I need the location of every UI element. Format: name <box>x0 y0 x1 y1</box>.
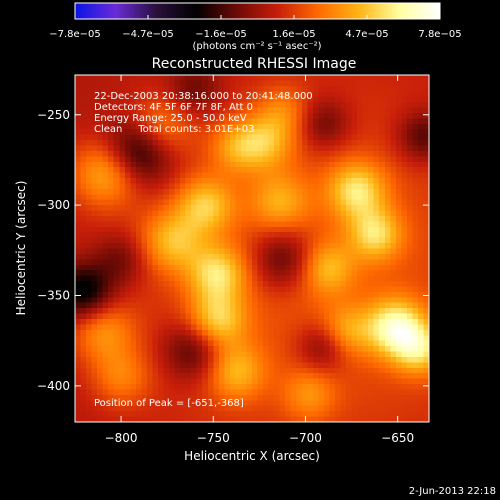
colorbar-tick-label: 4.7e−05 <box>345 29 388 40</box>
x-tick-label: −750 <box>197 431 230 445</box>
x-tick-label: −700 <box>289 431 322 445</box>
heatmap-image <box>75 75 429 422</box>
annotation-energy-range: Energy Range: 25.0 - 50.0 keV <box>94 113 247 124</box>
y-tick-label: −300 <box>37 198 70 212</box>
observation-annotations: 22-Dec-2003 20:38:16.000 to 20:41:48.000… <box>94 91 313 135</box>
annotation-clean-counts: Clean Total counts: 3.01E+03 <box>94 124 254 135</box>
footer-timestamp: 2-Jun-2013 22:18 <box>409 486 496 497</box>
y-tick-label: −400 <box>37 379 70 393</box>
colorbar-tick-label: −7.8e−05 <box>49 29 101 40</box>
plot-frame <box>74 74 430 423</box>
colorbar-unit-label: (photons cm⁻² s⁻¹ asec⁻²) <box>192 41 321 52</box>
colorbar-tick-label: −4.7e−05 <box>122 29 174 40</box>
y-axis-ticks <box>75 114 429 387</box>
colorbar-tick-label: 1.6e−05 <box>272 29 315 40</box>
x-tick-label: −650 <box>381 431 414 445</box>
y-axis-label: Heliocentric Y (arcsec) <box>14 181 28 316</box>
x-tick-label: −800 <box>105 431 138 445</box>
y-tick-labels: −250 −300 −350 −400 <box>37 108 70 393</box>
x-axis-label: Heliocentric X (arcsec) <box>184 449 320 463</box>
colorbar-ticks <box>74 15 441 19</box>
y-tick-label: −250 <box>37 108 70 122</box>
annotation-time-range: 22-Dec-2003 20:38:16.000 to 20:41:48.000 <box>94 91 313 102</box>
colorbar <box>74 2 441 20</box>
annotation-detectors: Detectors: 4F 5F 6F 7F 8F, Att 0 <box>94 102 253 113</box>
x-tick-labels: −800 −750 −700 −650 <box>105 431 415 445</box>
chart-title: Reconstructed RHESSI Image <box>152 56 357 72</box>
colorbar-tick-labels: −7.8e−05 −4.7e−05 −1.6e−05 1.6e−05 4.7e−05 7.… <box>49 29 461 40</box>
y-tick-label: −350 <box>37 288 70 302</box>
colorbar-tick-label: 7.8e−05 <box>418 29 461 40</box>
colorbar-tick-label: −1.6e−05 <box>195 29 247 40</box>
x-axis-ticks <box>120 75 399 422</box>
image-plot <box>74 74 430 423</box>
peak-position-label: Position of Peak = [-651,-368] <box>94 398 244 409</box>
